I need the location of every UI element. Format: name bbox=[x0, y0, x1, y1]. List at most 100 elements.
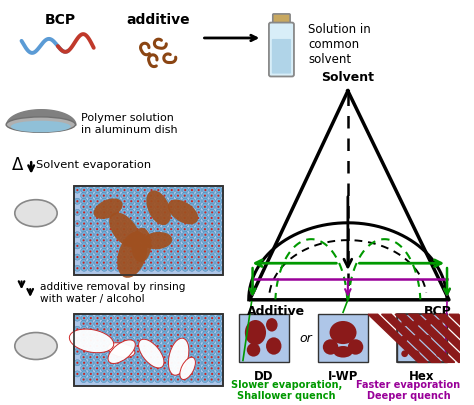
Circle shape bbox=[137, 189, 139, 191]
Circle shape bbox=[128, 371, 134, 377]
Circle shape bbox=[196, 243, 202, 249]
Circle shape bbox=[141, 365, 147, 371]
Circle shape bbox=[182, 321, 188, 327]
Circle shape bbox=[196, 349, 202, 355]
Circle shape bbox=[124, 317, 126, 319]
Circle shape bbox=[148, 204, 154, 210]
Circle shape bbox=[218, 250, 219, 253]
Circle shape bbox=[182, 349, 188, 355]
Circle shape bbox=[182, 371, 188, 377]
Circle shape bbox=[196, 220, 202, 227]
Circle shape bbox=[168, 204, 174, 210]
Circle shape bbox=[170, 323, 172, 325]
Circle shape bbox=[94, 248, 100, 255]
Circle shape bbox=[189, 371, 195, 377]
Circle shape bbox=[210, 262, 213, 264]
Circle shape bbox=[142, 254, 148, 260]
Circle shape bbox=[169, 243, 175, 249]
Circle shape bbox=[211, 211, 213, 213]
Circle shape bbox=[76, 222, 78, 225]
Circle shape bbox=[155, 343, 161, 349]
Circle shape bbox=[191, 206, 192, 208]
Circle shape bbox=[81, 192, 87, 199]
Circle shape bbox=[94, 209, 100, 215]
Circle shape bbox=[87, 376, 93, 383]
Circle shape bbox=[168, 376, 174, 383]
Circle shape bbox=[94, 254, 100, 260]
Circle shape bbox=[148, 376, 154, 383]
Circle shape bbox=[143, 334, 146, 336]
Circle shape bbox=[130, 323, 132, 325]
Circle shape bbox=[202, 332, 208, 338]
Circle shape bbox=[164, 323, 165, 325]
Circle shape bbox=[88, 254, 94, 260]
Circle shape bbox=[88, 198, 94, 204]
Circle shape bbox=[81, 349, 87, 355]
Circle shape bbox=[81, 237, 87, 243]
Circle shape bbox=[164, 356, 165, 358]
Circle shape bbox=[150, 356, 152, 358]
Circle shape bbox=[177, 239, 179, 241]
Circle shape bbox=[209, 321, 215, 327]
Circle shape bbox=[413, 335, 419, 342]
Circle shape bbox=[114, 192, 120, 199]
Circle shape bbox=[83, 339, 85, 341]
Circle shape bbox=[202, 265, 209, 271]
Circle shape bbox=[177, 206, 179, 208]
Circle shape bbox=[101, 326, 108, 333]
Circle shape bbox=[218, 323, 219, 325]
Circle shape bbox=[108, 192, 114, 199]
Bar bbox=[397, 314, 447, 362]
Circle shape bbox=[162, 209, 168, 215]
Circle shape bbox=[110, 317, 112, 319]
Circle shape bbox=[130, 250, 132, 253]
Circle shape bbox=[215, 332, 221, 338]
Text: Solvent evaporation: Solvent evaporation bbox=[36, 160, 151, 170]
Circle shape bbox=[162, 376, 168, 383]
Circle shape bbox=[210, 228, 213, 230]
Circle shape bbox=[164, 267, 166, 269]
Circle shape bbox=[171, 234, 173, 236]
Circle shape bbox=[108, 248, 114, 255]
Circle shape bbox=[204, 189, 207, 191]
Circle shape bbox=[76, 256, 78, 258]
Circle shape bbox=[87, 226, 93, 232]
Circle shape bbox=[184, 256, 186, 258]
Circle shape bbox=[82, 356, 85, 358]
Circle shape bbox=[143, 262, 146, 264]
Circle shape bbox=[115, 198, 121, 204]
Ellipse shape bbox=[11, 121, 71, 132]
Circle shape bbox=[188, 192, 194, 199]
Circle shape bbox=[196, 265, 202, 271]
Circle shape bbox=[116, 378, 118, 381]
Circle shape bbox=[202, 371, 209, 377]
Circle shape bbox=[171, 200, 173, 202]
Circle shape bbox=[108, 215, 114, 221]
Circle shape bbox=[76, 211, 78, 213]
Circle shape bbox=[143, 217, 146, 219]
Circle shape bbox=[89, 367, 91, 369]
Circle shape bbox=[177, 217, 179, 219]
Circle shape bbox=[87, 192, 93, 199]
Bar bbox=[397, 314, 447, 362]
Circle shape bbox=[211, 200, 213, 202]
Ellipse shape bbox=[329, 321, 356, 344]
Circle shape bbox=[117, 362, 119, 364]
Circle shape bbox=[175, 187, 182, 193]
Text: or: or bbox=[299, 332, 312, 345]
Circle shape bbox=[90, 234, 92, 236]
Circle shape bbox=[103, 228, 105, 230]
Circle shape bbox=[101, 187, 108, 193]
Circle shape bbox=[124, 200, 126, 202]
Circle shape bbox=[116, 356, 118, 358]
Circle shape bbox=[218, 317, 220, 319]
Circle shape bbox=[215, 376, 221, 383]
Circle shape bbox=[171, 189, 173, 191]
Circle shape bbox=[144, 245, 146, 247]
Circle shape bbox=[141, 237, 147, 243]
Circle shape bbox=[182, 226, 188, 232]
Circle shape bbox=[109, 345, 112, 347]
Circle shape bbox=[210, 323, 213, 325]
Circle shape bbox=[141, 260, 147, 266]
Circle shape bbox=[144, 189, 146, 191]
